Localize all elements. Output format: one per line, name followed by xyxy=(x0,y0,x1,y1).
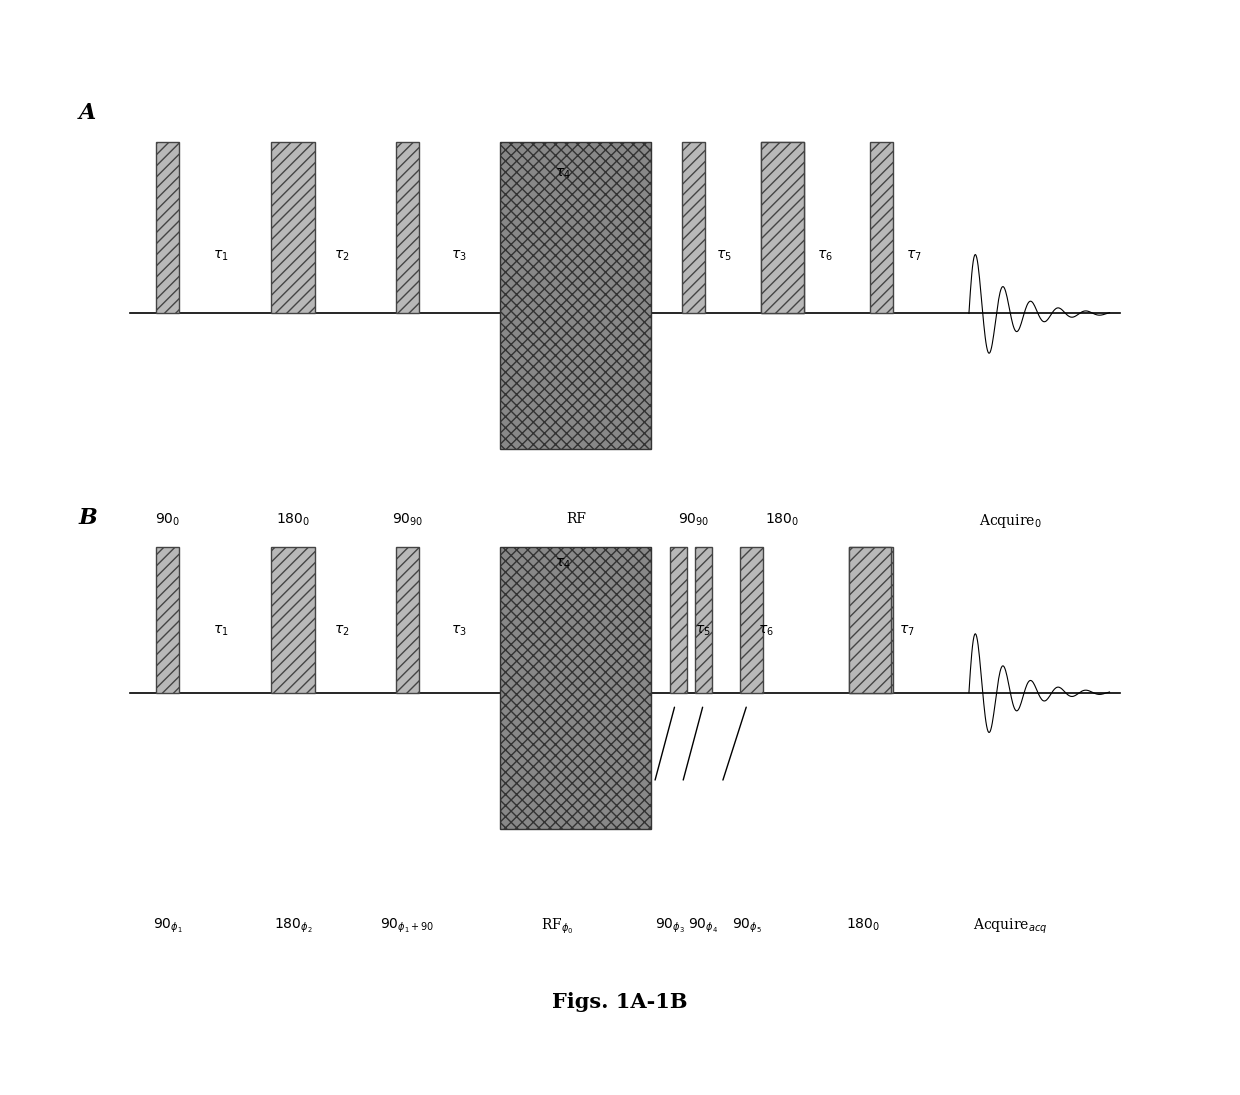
Text: $\tau_6$: $\tau_6$ xyxy=(817,249,833,263)
Text: Acquire$_{acq}$: Acquire$_{acq}$ xyxy=(973,917,1048,936)
Text: $\tau_3$: $\tau_3$ xyxy=(450,624,466,638)
Text: B: B xyxy=(78,507,97,529)
Bar xyxy=(760,142,805,313)
Text: $\tau_1$: $\tau_1$ xyxy=(213,624,229,638)
Bar xyxy=(272,142,315,313)
Text: $90_{\phi_5}$: $90_{\phi_5}$ xyxy=(732,917,763,935)
Text: $90_{90}$: $90_{90}$ xyxy=(392,511,423,528)
Bar xyxy=(682,142,706,313)
Bar xyxy=(156,142,180,313)
Text: $90_{\phi_1+90}$: $90_{\phi_1+90}$ xyxy=(381,917,435,935)
Text: $\tau_4$: $\tau_4$ xyxy=(554,556,570,572)
Text: A: A xyxy=(78,102,95,124)
Text: $\tau_4$: $\tau_4$ xyxy=(554,166,570,181)
Text: RF$_{\phi_0}$: RF$_{\phi_0}$ xyxy=(541,917,574,936)
Text: Figs. 1A-1B: Figs. 1A-1B xyxy=(552,992,688,1012)
Text: $90_{\phi_3}$: $90_{\phi_3}$ xyxy=(655,917,684,935)
Bar xyxy=(870,142,893,313)
Bar xyxy=(500,548,651,829)
Text: RF: RF xyxy=(567,511,587,526)
Text: $90_{90}$: $90_{90}$ xyxy=(678,511,709,528)
Text: $180_{\phi_2}$: $180_{\phi_2}$ xyxy=(274,917,312,935)
Bar xyxy=(849,548,893,693)
Text: $\tau_2$: $\tau_2$ xyxy=(334,624,350,638)
Text: $90_{\phi_1}$: $90_{\phi_1}$ xyxy=(153,917,182,935)
Bar xyxy=(156,548,180,693)
Bar xyxy=(500,142,651,449)
Text: $\tau_7$: $\tau_7$ xyxy=(906,249,921,263)
Text: $180_0$: $180_0$ xyxy=(846,917,879,933)
Text: $\tau_5$: $\tau_5$ xyxy=(717,249,732,263)
Text: $\tau_3$: $\tau_3$ xyxy=(450,249,466,263)
Text: $90_{\phi_4}$: $90_{\phi_4}$ xyxy=(688,917,718,935)
Bar xyxy=(272,548,315,693)
Bar xyxy=(740,548,763,693)
Text: $\tau_5$: $\tau_5$ xyxy=(696,624,712,638)
Bar xyxy=(694,548,712,693)
Text: $\tau_7$: $\tau_7$ xyxy=(899,624,914,638)
Text: $180_0$: $180_0$ xyxy=(275,511,310,528)
Bar xyxy=(670,548,687,693)
Bar xyxy=(396,142,419,313)
Bar xyxy=(396,548,419,693)
Text: $\tau_2$: $\tau_2$ xyxy=(334,249,350,263)
Text: $\tau_1$: $\tau_1$ xyxy=(213,249,229,263)
Text: $90_0$: $90_0$ xyxy=(155,511,181,528)
Text: $180_0$: $180_0$ xyxy=(765,511,800,528)
Bar xyxy=(849,548,890,693)
Text: $\tau_6$: $\tau_6$ xyxy=(758,624,774,638)
Bar xyxy=(760,142,805,313)
Text: Acquire$_0$: Acquire$_0$ xyxy=(980,511,1042,530)
